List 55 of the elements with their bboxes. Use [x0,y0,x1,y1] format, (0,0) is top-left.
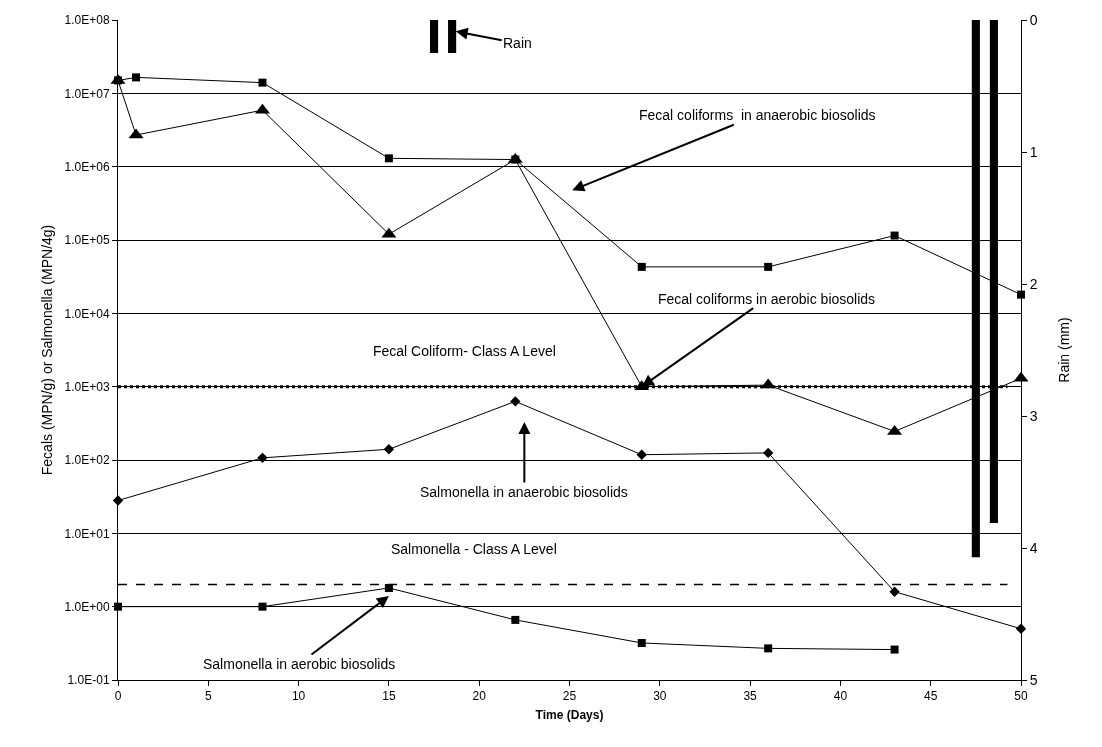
y2-tick-label: 0 [1029,11,1038,28]
y-tick-label: 1.0E+07 [64,86,110,101]
y2-tick-label: 5 [1029,671,1038,688]
point [890,231,899,240]
y-axis-title: Fecals (MPN/g) or Salmonella (MPN/4g) [39,224,56,476]
y-tick-label: 1.0E-01 [67,673,110,688]
x-tick-label: 10 [291,689,306,704]
y2-tick-label: 1 [1029,143,1038,160]
y-tick-label: 1.0E+04 [64,306,110,321]
y2-tick-label: 4 [1029,539,1038,556]
x-tick-label: 25 [562,689,577,704]
point [258,602,267,611]
ref-line-label: Salmonella - Class A Level [391,541,557,557]
x-tick-label: 40 [833,689,848,704]
y2-tick-label: 2 [1029,275,1038,292]
point [637,262,646,271]
annotation: Salmonella in anaerobic biosolids [420,484,628,500]
y-tick-label: 1.0E+03 [64,379,110,394]
point [384,583,393,592]
point [258,78,267,87]
point [890,645,899,654]
x-tick-label: 15 [382,689,396,704]
point [383,444,395,455]
y2-tick-label: 3 [1029,407,1038,424]
annotation: Salmonella in aerobic biosolids [203,656,396,672]
y-tick-label: 1.0E+02 [64,453,110,468]
x-tick-label: 35 [743,689,758,704]
point [764,644,773,653]
x-tick-label: 5 [204,689,212,704]
point [257,452,268,464]
point [384,154,393,163]
y-tick-label: 1.0E+01 [64,526,110,541]
point [636,449,647,460]
annotation: Fecal coliforms in aerobic biosolids [658,291,876,307]
x-tick-label: 50 [1014,689,1028,704]
x-tick-label: 0 [114,689,122,704]
x-tick-label: 45 [924,689,938,704]
x-tick-label: 30 [653,689,667,704]
annotation: Fecal coliforms in anaerobic biosolids [639,107,876,123]
x-axis-title: Time (Days) [535,708,604,723]
y-tick-label: 1.0E+08 [64,13,110,28]
point [764,262,773,271]
point [511,615,520,624]
annotation: Rain [503,35,532,51]
point [510,396,521,407]
y-tick-label: 1.0E+05 [64,233,110,248]
x-tick-label: 20 [472,689,487,704]
y-tick-label: 1.0E+00 [64,599,110,614]
ref-line-label: Fecal Coliform- Class A Level [373,343,556,359]
point [132,73,141,82]
point [637,638,646,647]
y-tick-label: 1.0E+06 [64,159,110,174]
y2-axis-title: Rain (mm) [1056,317,1073,383]
point [889,586,900,597]
point [762,447,774,459]
